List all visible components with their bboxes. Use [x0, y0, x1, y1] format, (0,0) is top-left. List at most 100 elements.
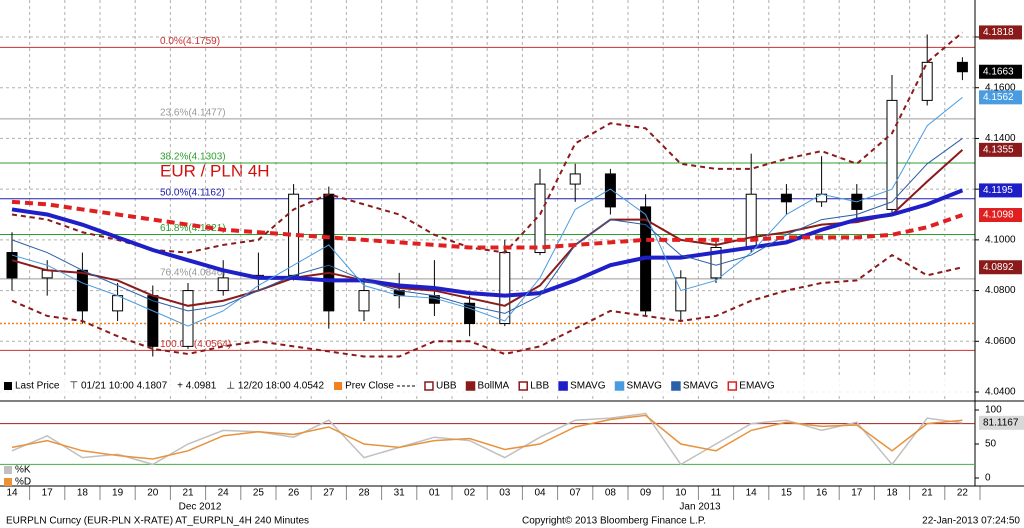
oscillator-line [11, 414, 963, 460]
candle-body [147, 295, 159, 347]
x-tick-label: 14 [6, 488, 18, 499]
candle-body [182, 290, 194, 347]
y-tick-label: 4.1400 [985, 133, 1016, 144]
x-tick-label: 01 [429, 488, 441, 499]
candle-body [710, 246, 722, 279]
legend-note: + 4.0981 [177, 381, 217, 392]
value-label: 4.1355 [983, 144, 1014, 155]
legend-swatch [4, 382, 12, 390]
legend-note: ⊥ 12/20 18:00 4.0542 [226, 381, 324, 392]
candle-body [675, 277, 687, 312]
footer-right: 22-Jan-2013 07:24:50 [922, 516, 1020, 527]
legend-swatch [424, 381, 434, 391]
indicator-line [11, 138, 963, 314]
value-box [979, 183, 1022, 198]
x-tick-label: 16 [816, 488, 828, 499]
value-label: 4.1818 [983, 27, 1014, 38]
indicator-line [11, 96, 963, 327]
legend-label: EMAVG [739, 381, 775, 392]
x-tick-label: 27 [323, 488, 335, 499]
legend-swatch [727, 381, 738, 391]
x-tick-label: 04 [534, 488, 546, 499]
x-tick-label: 09 [640, 488, 652, 499]
x-tick-label: 18 [77, 488, 89, 499]
indicator-line [11, 149, 964, 307]
footer-center: Copyright© 2013 Bloomberg Finance L.P. [522, 516, 706, 527]
legend-swatch [465, 381, 476, 391]
fib-label: 76.4%(4.0846) [160, 268, 226, 279]
y-tick-label: 4.0800 [985, 285, 1016, 296]
y-tick-label: 4.0600 [985, 336, 1016, 347]
x-tick-label: 28 [358, 488, 370, 499]
x-tick-label: 02 [464, 488, 476, 499]
y-tick-label: 0 [985, 473, 991, 484]
y-tick-label: 50 [985, 439, 997, 450]
legend-label: UBB [436, 381, 457, 392]
x-tick-label: 17 [42, 488, 54, 499]
y-tick-label: 100 [985, 405, 1002, 416]
fib-label: 38.2%(4.1303) [160, 152, 226, 163]
candle-body [886, 99, 898, 210]
candle-body [464, 302, 476, 325]
y-tick-label: 4.1600 [985, 82, 1016, 93]
candle-body [6, 252, 18, 279]
x-group-label: Jan 2013 [679, 502, 721, 513]
value-label: 4.1098 [983, 210, 1014, 221]
legend-swatch [558, 381, 568, 391]
chart-title: EUR / PLN 4H [160, 161, 270, 180]
y-tick-label: 4.0400 [985, 387, 1016, 398]
indicator-line [11, 31, 964, 254]
x-tick-label: 26 [288, 488, 300, 499]
legend-swatch [671, 381, 681, 391]
legend-swatch [614, 381, 625, 391]
x-tick-label: 25 [253, 488, 265, 499]
candle-body [76, 269, 88, 312]
legend-note: ⊤ 01/21 10:00 4.1807 [69, 381, 167, 392]
candle-body [780, 193, 792, 203]
fib-label: 23.6%(4.1477) [160, 108, 226, 119]
candle-body [323, 193, 335, 312]
x-tick-label: 07 [570, 488, 582, 499]
x-tick-label: 21 [922, 488, 934, 499]
value-box [979, 90, 1022, 105]
x-group-label: Dec 2012 [179, 502, 222, 513]
x-tick-label: 19 [112, 488, 124, 499]
x-tick-label: 22 [957, 488, 969, 499]
x-tick-label: 20 [147, 488, 159, 499]
value-box [979, 25, 1022, 40]
value-box [979, 415, 1024, 430]
x-tick-label: 17 [851, 488, 863, 499]
value-label: 81.1167 [983, 417, 1019, 428]
value-label: 4.1663 [983, 66, 1014, 77]
x-tick-label: 14 [746, 488, 758, 499]
value-label: 4.1562 [983, 92, 1014, 103]
legend-label: %K [15, 465, 31, 476]
candle-body [569, 173, 581, 185]
x-tick-label: 11 [711, 488, 722, 499]
value-box [979, 64, 1022, 79]
x-tick-label: 31 [394, 488, 406, 499]
legend-label: BollMA [478, 381, 510, 392]
value-box [979, 208, 1022, 223]
value-box [979, 260, 1022, 275]
candle-body [112, 295, 124, 312]
legend-swatch [518, 381, 528, 391]
candle-body [217, 277, 229, 292]
indicator-line [11, 253, 963, 358]
x-tick-label: 21 [182, 488, 194, 499]
legend-label: %D [15, 477, 31, 488]
legend-label: LBB [530, 381, 549, 392]
legend-label: Last Price [15, 381, 60, 392]
legend-swatch [4, 466, 12, 474]
x-tick-label: 24 [218, 488, 230, 499]
value-box [979, 142, 1022, 157]
candle-body [358, 290, 370, 312]
fib-label: 100.0%(4.0564) [160, 339, 231, 350]
fib-label: 50.0%(4.1162) [160, 187, 225, 198]
value-label: 4.1195 [983, 185, 1013, 196]
x-tick-label: 15 [781, 488, 793, 499]
footer-left: EURPLN Curncy (EUR-PLN X-RATE) AT_EURPLN… [6, 516, 309, 527]
fib-label: 61.8%(4.1021) [160, 223, 226, 234]
